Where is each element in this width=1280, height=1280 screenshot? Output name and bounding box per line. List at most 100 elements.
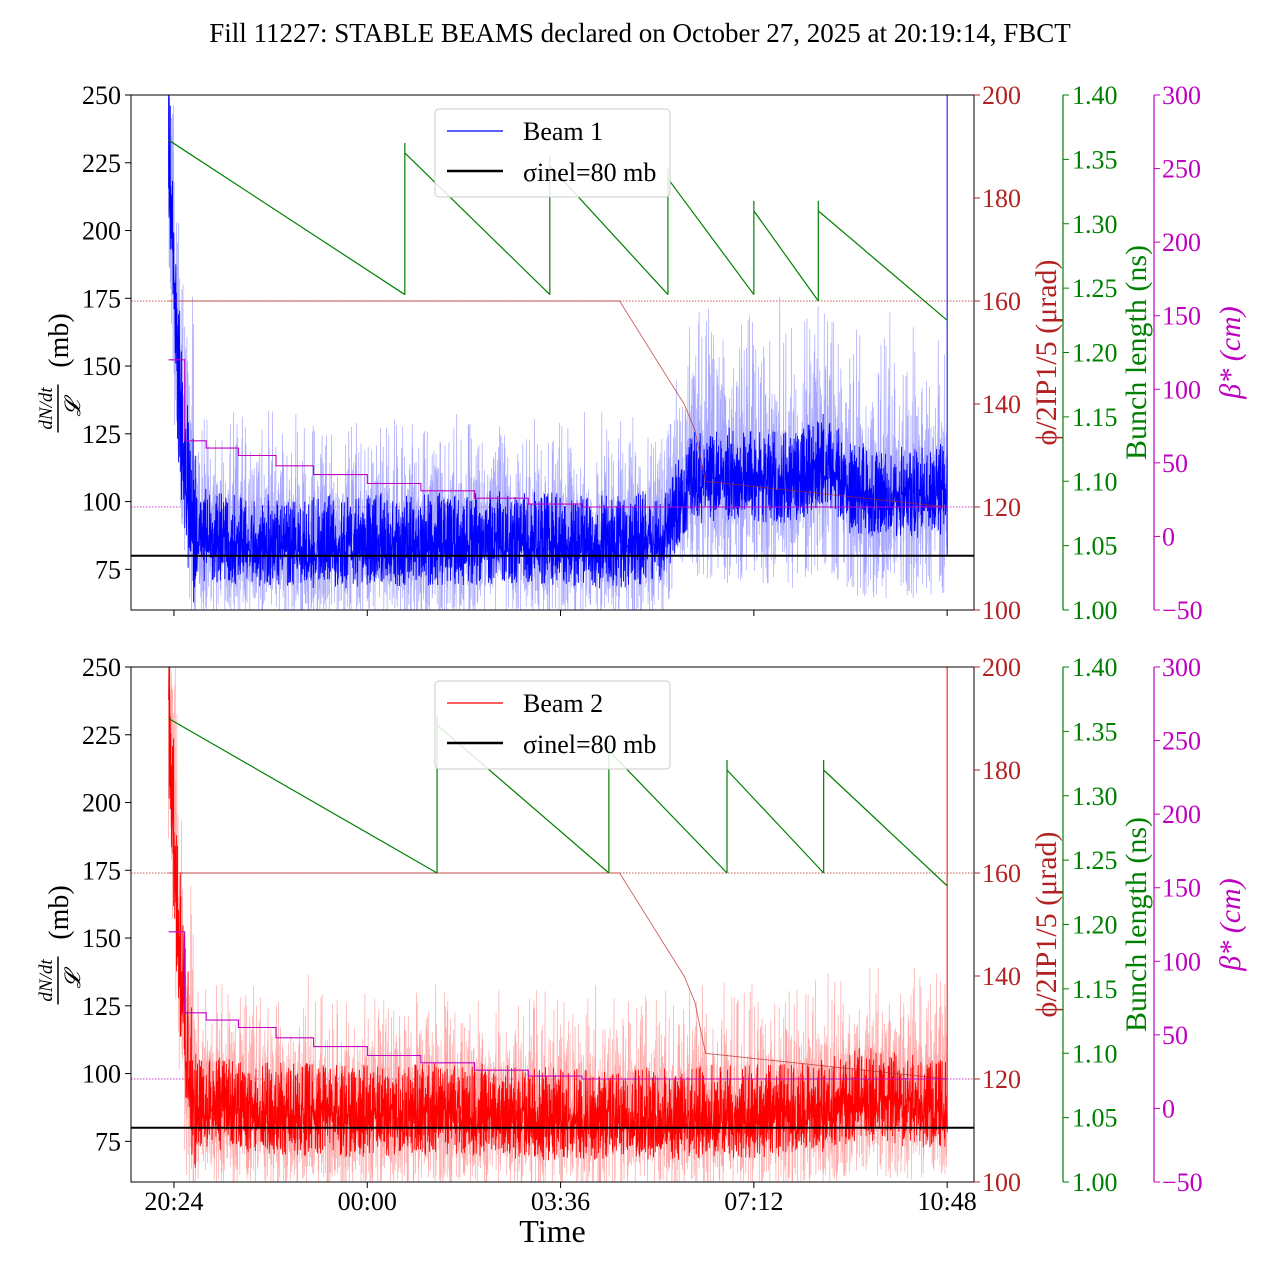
- bunch-tick-label: 1.40: [1072, 81, 1118, 110]
- panel-top: 75 100 125 150 175 200 225 250 dN/dt 𝓛 (mb) 100 120 1…: [36, 81, 1247, 625]
- bunch-length-segment: [168, 717, 438, 874]
- bunch-tick-label: 1.00: [1072, 1168, 1118, 1197]
- bunch-tick-label: 1.05: [1072, 532, 1118, 561]
- beta-series: [168, 931, 948, 1080]
- beta-tick-label: 250: [1162, 155, 1201, 184]
- phi-axis-label-text: ϕ/2IP1/5 (μrad): [1030, 831, 1063, 1017]
- bunch-tick-label: 1.20: [1072, 339, 1118, 368]
- phi-tick-label: 120: [982, 1065, 1021, 1094]
- bunch-length-segment: [168, 139, 406, 296]
- plot-frame: [130, 666, 975, 1183]
- bunch-tick-label: 1.40: [1072, 653, 1118, 682]
- phi-tick-label: 180: [982, 184, 1021, 213]
- bunch-tick-label: 1.05: [1072, 1104, 1118, 1133]
- left-tick-label: 225: [82, 721, 121, 750]
- left-tick-label: 175: [82, 284, 121, 313]
- left-tick-label: 250: [82, 653, 121, 682]
- left-tick-label: 200: [82, 789, 121, 818]
- bunch-axis-label-text: Bunch length (ns): [1120, 245, 1153, 460]
- beta-tick-label: −50: [1162, 1168, 1203, 1197]
- left-tick-label: 175: [82, 856, 121, 885]
- phi-tick-label: 100: [982, 1168, 1021, 1197]
- phi-series: [168, 872, 948, 1080]
- bunch-tick-label: 1.25: [1072, 274, 1118, 303]
- bunch-tick-label: 1.10: [1072, 1039, 1118, 1068]
- bunch-tick-label: 1.35: [1072, 145, 1118, 174]
- left-label-unit: (mb): [44, 313, 75, 367]
- bunch-tick-label: 1.15: [1072, 403, 1118, 432]
- phi-axis-label: ϕ/2IP1/5 (μrad): [1030, 259, 1063, 445]
- bunch-length-segment: [823, 769, 948, 887]
- legend: Beam 2 σinel=80 mb: [434, 680, 671, 770]
- bunch-length-segment: [667, 178, 755, 295]
- x-axis-label: Time: [519, 1213, 585, 1249]
- beta-tick-label: 0: [1162, 1094, 1175, 1123]
- left-tick-label: 125: [82, 992, 121, 1021]
- bunch-length-segment: [817, 210, 948, 321]
- bunch-tick-label: 1.10: [1072, 467, 1118, 496]
- beta-tick-label: 300: [1162, 81, 1201, 110]
- bunch-length-segment: [608, 750, 728, 874]
- x-tick-label: 10:48: [918, 1187, 977, 1216]
- beta-tick-label: 100: [1162, 947, 1201, 976]
- bunch-length-segment: [404, 152, 551, 295]
- beta-tick-label: 50: [1162, 1021, 1188, 1050]
- figure-title: Fill 11227: STABLE BEAMS declared on Oct…: [209, 18, 1071, 48]
- beta-axis-label: β* (cm): [1214, 878, 1247, 971]
- legend: Beam 1 σinel=80 mb: [434, 108, 671, 198]
- phi-tick-label: 160: [982, 287, 1021, 316]
- left-axis-label: dN/dt 𝓛 (mb): [36, 313, 85, 433]
- left-label-numerator: dN/dt: [36, 959, 57, 1002]
- x-tick-label: 20:24: [144, 1187, 203, 1216]
- beta-tick-label: 250: [1162, 727, 1201, 756]
- phi-axis-label: ϕ/2IP1/5 (μrad): [1030, 831, 1063, 1017]
- bunch-tick-label: 1.30: [1072, 210, 1118, 239]
- left-label-denominator: 𝓛: [60, 395, 85, 417]
- bunch-tick-label: 1.30: [1072, 782, 1118, 811]
- left-tick-label: 250: [82, 81, 121, 110]
- x-tick-label: 03:36: [531, 1187, 590, 1216]
- legend-label-sigma: σinel=80 mb: [523, 730, 656, 759]
- left-tick-label: 75: [95, 555, 121, 584]
- beta-axis-label-text: β* (cm): [1214, 878, 1247, 971]
- plot-frame: [130, 94, 975, 611]
- beta-tick-label: 100: [1162, 375, 1201, 404]
- left-tick-label: 200: [82, 217, 121, 246]
- bunch-tick-label: 1.35: [1072, 717, 1118, 746]
- bunch-tick-label: 1.20: [1072, 911, 1118, 940]
- beta-axis-label: β* (cm): [1214, 306, 1247, 399]
- phi-tick-label: 100: [982, 596, 1021, 625]
- beta-tick-label: 150: [1162, 302, 1201, 331]
- beta-tick-label: 300: [1162, 653, 1201, 682]
- beta-tick-label: 150: [1162, 874, 1201, 903]
- bunch-axis-label: Bunch length (ns): [1120, 817, 1153, 1032]
- left-tick-label: 150: [82, 924, 121, 953]
- left-label-numerator: dN/dt: [36, 387, 57, 430]
- phi-tick-label: 140: [982, 390, 1021, 419]
- left-tick-label: 125: [82, 420, 121, 449]
- phi-tick-label: 180: [982, 756, 1021, 785]
- phi-axis-label-text: ϕ/2IP1/5 (μrad): [1030, 259, 1063, 445]
- beta-tick-label: −50: [1162, 596, 1203, 625]
- beta-tick-label: 200: [1162, 800, 1201, 829]
- left-tick-label: 100: [82, 1060, 121, 1089]
- bunch-tick-label: 1.00: [1072, 596, 1118, 625]
- legend-label-beam: Beam 2: [523, 689, 603, 718]
- bunch-tick-label: 1.15: [1072, 975, 1118, 1004]
- beta-tick-label: 200: [1162, 228, 1201, 257]
- left-label-unit: (mb): [44, 885, 75, 939]
- bunch-axis-label-text: Bunch length (ns): [1120, 817, 1153, 1032]
- x-tick-label: 00:00: [338, 1187, 397, 1216]
- x-tick-label: 07:12: [724, 1187, 783, 1216]
- beta-tick-label: 0: [1162, 522, 1175, 551]
- phi-tick-label: 200: [982, 653, 1021, 682]
- beta-axis-label-text: β* (cm): [1214, 306, 1247, 399]
- phi-tick-label: 200: [982, 81, 1021, 110]
- left-tick-label: 75: [95, 1127, 121, 1156]
- bunch-length-segment: [726, 769, 825, 874]
- legend-label-beam: Beam 1: [523, 117, 603, 146]
- left-label-denominator: 𝓛: [60, 967, 85, 989]
